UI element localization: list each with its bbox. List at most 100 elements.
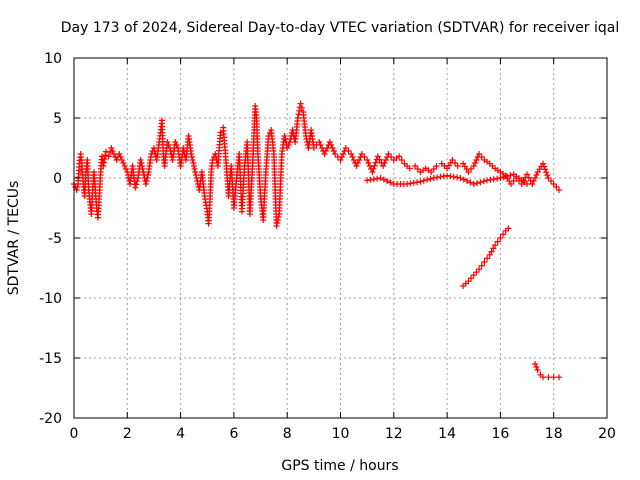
data-point — [345, 148, 352, 154]
data-point — [490, 245, 497, 252]
data-point — [342, 145, 349, 151]
data-point — [532, 175, 539, 181]
data-point — [380, 163, 387, 169]
data-point — [370, 165, 377, 172]
x-tick-label: 16 — [491, 426, 509, 442]
x-tick-label: 0 — [70, 426, 79, 442]
x-axis-label: GPS time / hours — [281, 458, 398, 474]
data-point — [142, 181, 149, 187]
data-point — [381, 160, 388, 166]
data-point — [398, 157, 405, 163]
data-point — [321, 151, 328, 157]
data-point — [472, 160, 479, 166]
data-point — [109, 148, 116, 154]
data-point — [544, 172, 551, 179]
data-point — [294, 115, 301, 121]
data-point — [358, 151, 365, 157]
data-point — [468, 275, 475, 282]
data-point — [101, 155, 108, 162]
data-point — [190, 163, 197, 169]
data-point — [164, 139, 171, 145]
data-point — [532, 361, 539, 367]
data-point — [480, 178, 487, 185]
x-tick-label: 14 — [438, 426, 456, 442]
data-point — [467, 179, 474, 186]
data-point — [406, 165, 413, 172]
data-point — [457, 175, 464, 181]
chart-title: Day 173 of 2024, Sidereal Day-to-day VTE… — [61, 20, 619, 36]
y-tick-label: -15 — [39, 351, 62, 367]
data-point — [454, 163, 461, 169]
data-point — [540, 160, 547, 167]
data-point — [74, 184, 81, 190]
data-point — [433, 163, 440, 169]
series-main — [71, 100, 563, 229]
data-point — [318, 145, 325, 151]
y-tick-label: -10 — [39, 291, 62, 307]
data-point — [106, 149, 113, 156]
data-point — [350, 157, 357, 163]
data-point — [298, 104, 305, 111]
data-point — [476, 266, 483, 273]
data-point — [144, 175, 151, 181]
data-point — [550, 374, 557, 381]
data-point — [500, 174, 507, 181]
data-point — [361, 154, 368, 160]
data-point — [524, 181, 531, 187]
data-point — [540, 374, 547, 381]
data-point — [545, 374, 552, 381]
data-point — [120, 160, 127, 166]
data-point — [477, 179, 484, 186]
data-point — [385, 151, 392, 157]
data-point — [382, 157, 389, 163]
data-point — [468, 166, 475, 172]
data-point — [476, 151, 483, 157]
data-point — [460, 176, 467, 183]
data-point — [144, 172, 151, 178]
series-descending-segment — [460, 225, 512, 289]
data-point — [118, 157, 125, 163]
data-point — [330, 148, 337, 154]
data-point — [328, 142, 335, 148]
data-point — [529, 181, 536, 187]
data-point — [505, 225, 512, 232]
data-point — [452, 160, 459, 166]
data-point — [122, 166, 129, 172]
data-point — [274, 217, 281, 223]
data-point — [192, 172, 199, 178]
data-point — [340, 151, 347, 157]
data-point — [116, 151, 123, 157]
data-point — [105, 153, 112, 160]
x-tick-label: 6 — [229, 426, 238, 442]
data-point — [533, 364, 540, 370]
data-point — [534, 367, 541, 373]
data-point — [556, 187, 563, 193]
data-point — [412, 163, 419, 169]
y-tick-label: 0 — [53, 171, 62, 187]
x-tick-label: 20 — [598, 426, 616, 442]
data-point — [285, 142, 292, 148]
data-point — [322, 148, 329, 154]
data-point — [508, 181, 515, 187]
data-point — [273, 223, 280, 229]
data-point — [473, 269, 480, 276]
data-point — [524, 171, 531, 178]
data-point — [396, 153, 403, 160]
data-point — [388, 154, 395, 160]
data-point — [190, 160, 197, 166]
data-point — [364, 157, 371, 163]
data-point — [465, 169, 472, 175]
x-tick-label: 4 — [176, 426, 185, 442]
data-point — [191, 166, 198, 172]
data-point — [556, 374, 563, 381]
data-point — [172, 139, 179, 145]
data-point — [143, 178, 150, 184]
data-point — [474, 180, 481, 187]
data-point — [348, 151, 355, 157]
data-point — [281, 133, 288, 139]
x-tick-label: 18 — [545, 426, 563, 442]
data-point — [550, 181, 557, 187]
data-point — [140, 169, 147, 175]
data-point — [188, 151, 195, 157]
